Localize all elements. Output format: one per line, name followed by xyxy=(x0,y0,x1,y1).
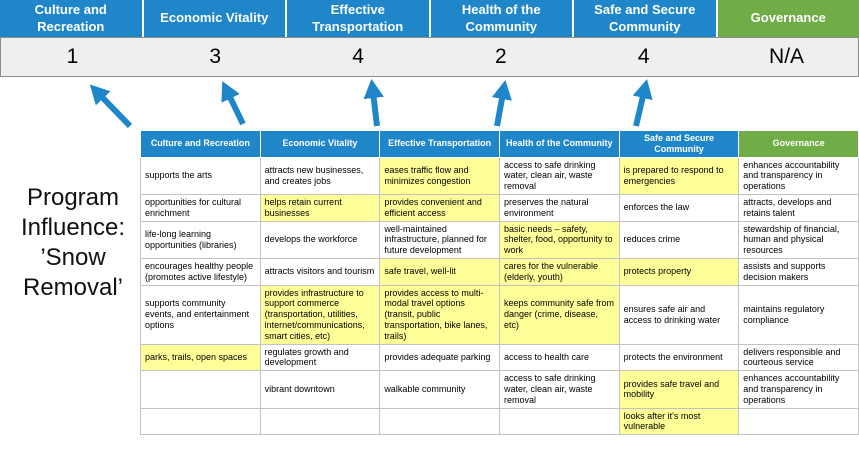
matrix-cell: enhances accountability and transparency… xyxy=(738,156,859,195)
matrix-cell xyxy=(140,407,261,436)
matrix-cell-highlighted: provides convenient and efficient access xyxy=(379,193,500,222)
matrix-cell: well-maintained infrastructure, planned … xyxy=(379,220,500,259)
matrix-cell: reduces crime xyxy=(618,220,740,259)
matrix-cell: preserves the natural environment xyxy=(498,193,620,222)
score-economic: 3 xyxy=(209,45,222,68)
score-governance: N/A xyxy=(769,45,805,68)
up-arrow-icon xyxy=(221,81,246,126)
matrix-column-header: Culture and Recreation xyxy=(140,130,261,158)
matrix-cell: develops the workforce xyxy=(259,220,381,259)
matrix-cell-highlighted: provides safe travel and mobility xyxy=(618,370,740,409)
matrix-cell-highlighted: protects property xyxy=(618,257,740,286)
score-culture: 1 xyxy=(66,45,79,68)
matrix-cell: access to safe drinking water, clean air… xyxy=(498,156,620,195)
influence-matrix: Culture and Recreation Economic Vitality E… xyxy=(140,130,859,436)
objective-header-economic: Economic Vitality xyxy=(143,0,285,37)
matrix-row: encourages healthy people (promotes acti… xyxy=(140,257,859,286)
matrix-cell: enhances accountability and transparency… xyxy=(738,370,859,409)
up-arrow-icon xyxy=(89,84,133,129)
matrix-column-header: Health of the Community xyxy=(498,130,620,158)
matrix-cell-highlighted: looks after it's most vulnerable xyxy=(618,407,740,436)
matrix-cell-highlighted: cares for the vulnerable (elderly, youth… xyxy=(498,257,620,286)
matrix-cell xyxy=(738,407,859,436)
matrix-cell: walkable community xyxy=(379,370,500,409)
matrix-cell-highlighted: is prepared to respond to emergencies xyxy=(618,156,740,195)
program-title: Program Influence: ’Snow Removal’ xyxy=(20,184,126,301)
matrix-row: parks, trails, open spaces regulates grow… xyxy=(140,343,859,372)
objective-header-culture: Culture and Recreation xyxy=(0,0,142,37)
matrix-row: supports the arts attracts new businesses… xyxy=(140,156,859,195)
matrix-column-header: Governance xyxy=(738,130,859,158)
matrix-cell: provides adequate parking xyxy=(379,343,500,372)
objective-header-row: Culture and Recreation Economic Vitality… xyxy=(0,0,859,37)
matrix-cell: maintains regulatory compliance xyxy=(738,284,859,345)
matrix-cell: ensures safe air and access to drinking … xyxy=(618,284,740,345)
matrix-cell-highlighted: parks, trails, open spaces xyxy=(140,343,261,372)
objective-header-safety: Safe and Secure Community xyxy=(574,0,716,37)
matrix-cell: regulates growth and development xyxy=(259,343,381,372)
matrix-cell: life-long learning opportunities (librar… xyxy=(140,220,261,259)
matrix-cell: access to safe drinking water, clean air… xyxy=(498,370,620,409)
matrix-cell-highlighted: helps retain current businesses xyxy=(259,193,381,222)
objective-header-governance: Governance xyxy=(717,0,859,37)
score-row: 1 3 4 2 4 N/A xyxy=(0,37,859,77)
matrix-cell: attracts new businesses, and creates job… xyxy=(259,156,381,195)
score-safety: 4 xyxy=(637,45,650,68)
influence-arrows-layer xyxy=(89,78,653,129)
matrix-cell: attracts, develops and retains talent xyxy=(738,193,859,222)
matrix-cell: supports community events, and entertain… xyxy=(140,284,261,345)
matrix-column-header: Safe and Secure Community xyxy=(618,130,740,158)
matrix-cell: access to health care xyxy=(498,343,620,372)
matrix-cell: protects the environment xyxy=(618,343,740,372)
matrix-cell: delivers responsible and courteous servi… xyxy=(738,343,859,372)
matrix-row: looks after it's most vulnerable xyxy=(140,407,859,436)
matrix-column-header: Economic Vitality xyxy=(259,130,381,158)
matrix-cell-highlighted: provides infrastructure to support comme… xyxy=(259,284,381,345)
objective-header-health: Health of the Community xyxy=(430,0,572,37)
matrix-cell-highlighted: safe travel, well-lit xyxy=(379,257,500,286)
matrix-cell: attracts visitors and tourism xyxy=(259,257,381,286)
objective-header-transportation: Effective Transportation xyxy=(287,0,429,37)
matrix-column-header: Effective Transportation xyxy=(379,130,500,158)
matrix-cell: encourages healthy people (promotes acti… xyxy=(140,257,261,286)
matrix-cell-highlighted: basic needs – safety, shelter, food, opp… xyxy=(498,220,620,259)
matrix-cell-highlighted: keeps community safe from danger (crime,… xyxy=(498,284,620,345)
matrix-cell-highlighted: provides access to multi-modal travel op… xyxy=(379,284,500,345)
score-health: 2 xyxy=(495,45,507,68)
matrix-cell: assists and supports decision makers xyxy=(738,257,859,286)
matrix-cell: vibrant downtown xyxy=(259,370,381,409)
score-transportation: 4 xyxy=(352,45,364,68)
matrix-cell xyxy=(379,407,500,436)
matrix-row: opportunities for cultural enrichment hel… xyxy=(140,193,859,222)
matrix-row: supports community events, and entertain… xyxy=(140,284,859,345)
matrix-cell xyxy=(259,407,381,436)
matrix-cell: supports the arts xyxy=(140,156,261,195)
matrix-cell-highlighted: eases traffic flow and minimizes congest… xyxy=(379,156,500,195)
up-arrow-icon xyxy=(491,80,512,127)
up-arrow-icon xyxy=(632,79,653,127)
up-arrow-icon xyxy=(363,78,384,127)
matrix-header-row: Culture and Recreation Economic Vitality E… xyxy=(140,130,859,158)
matrix-cell xyxy=(498,407,620,436)
matrix-row: life-long learning opportunities (librar… xyxy=(140,220,859,259)
matrix-row: vibrant downtown walkable community access… xyxy=(140,370,859,409)
matrix-cell: stewardship of financial, human and phys… xyxy=(738,220,859,259)
matrix-cell xyxy=(140,370,261,409)
matrix-cell: opportunities for cultural enrichment xyxy=(140,193,261,222)
matrix-cell: enforces the law xyxy=(618,193,740,222)
